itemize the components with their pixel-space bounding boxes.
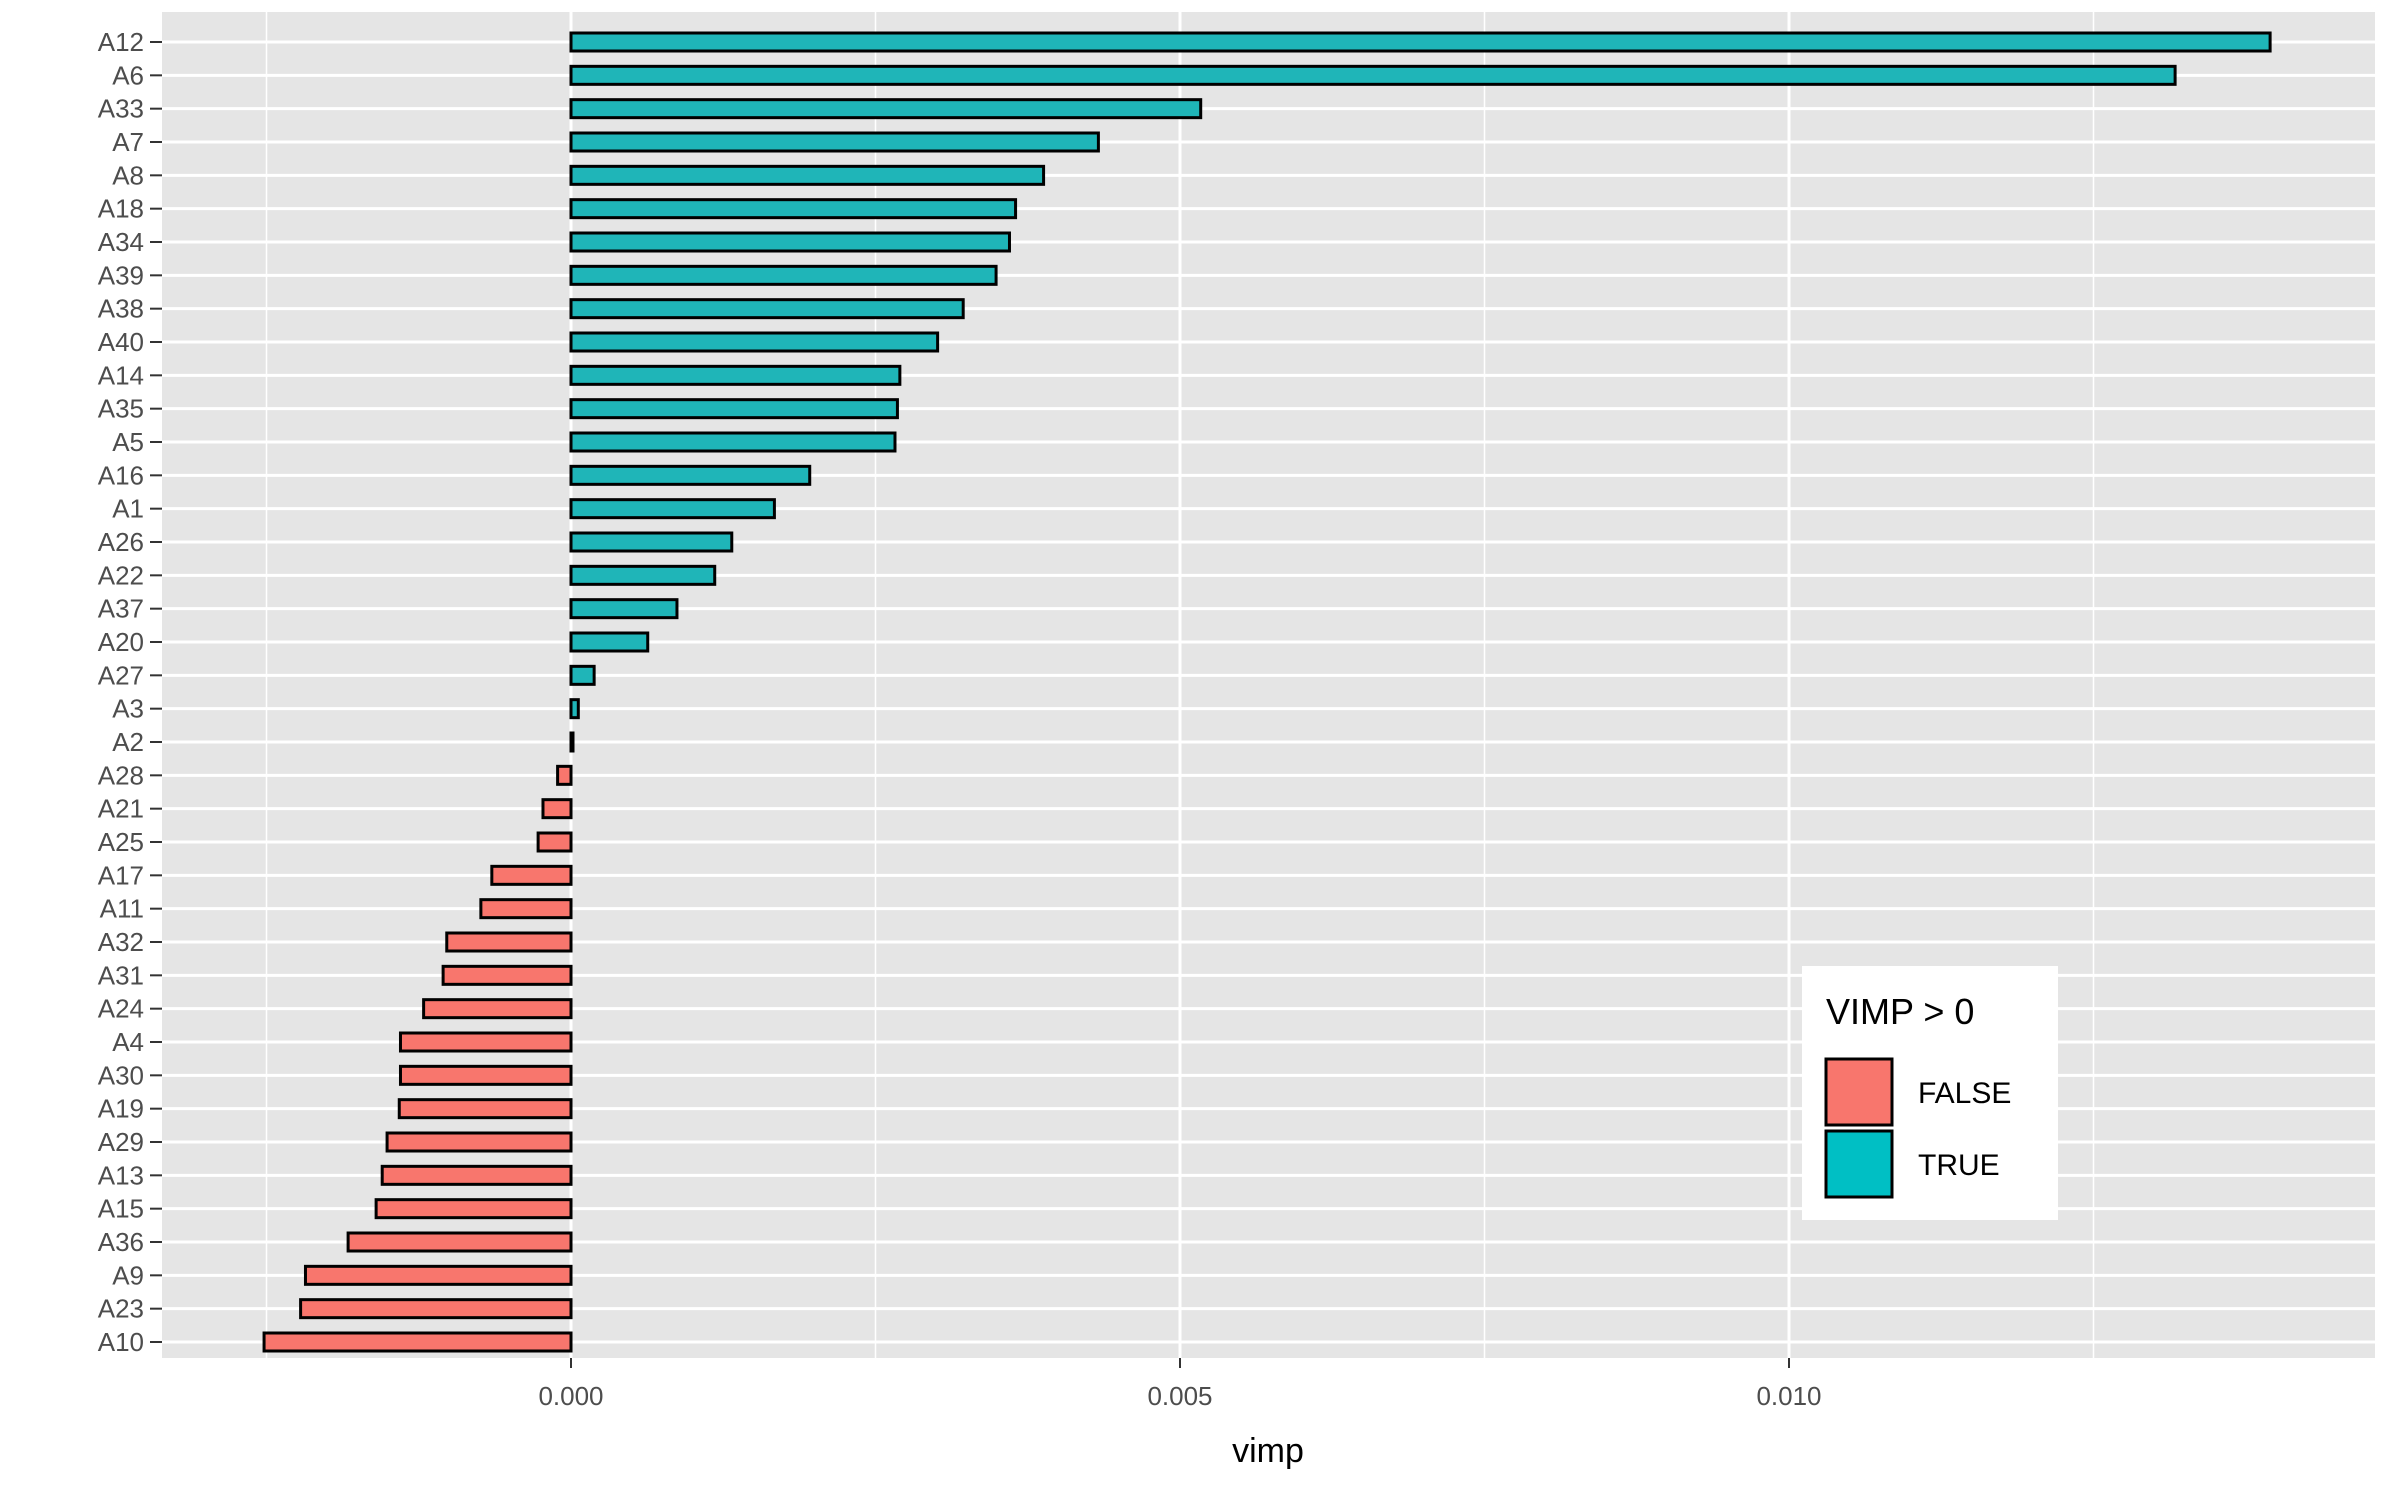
bar-A8 — [569, 164, 1046, 186]
bar-A27 — [569, 664, 596, 686]
bar-A6 — [569, 64, 2177, 86]
bar-A31 — [441, 964, 573, 986]
legend-label-true: TRUE — [1918, 1149, 2000, 1182]
legend-key-true — [1824, 1129, 1894, 1199]
x-axis-title: vimp — [1232, 1432, 1304, 1470]
legend-title: VIMP > 0 — [1826, 991, 1974, 1032]
bar-A13 — [380, 1164, 573, 1186]
bar-A9 — [303, 1264, 573, 1286]
bar-A22 — [569, 564, 717, 586]
bar-A29 — [385, 1131, 573, 1153]
legend: VIMP > 0 FALSE TRUE — [1802, 966, 2058, 1220]
bar-A32 — [445, 931, 573, 953]
bar-A23 — [299, 1298, 573, 1320]
bar-A38 — [569, 298, 965, 320]
y-tick-label: A22 — [98, 560, 144, 590]
y-tick-label: A26 — [98, 527, 144, 557]
bar-A21 — [541, 798, 573, 820]
y-tick-label: A6 — [112, 60, 144, 90]
y-tick-label: A1 — [112, 494, 144, 524]
y-tick-label: A14 — [98, 360, 144, 390]
y-tick-label: A32 — [98, 927, 144, 957]
bars — [262, 31, 2272, 1353]
y-tick-label: A38 — [98, 294, 144, 324]
bar-A7 — [569, 131, 1100, 153]
y-tick-label: A2 — [112, 727, 144, 757]
y-tick-label: A33 — [98, 94, 144, 124]
bar-A3 — [569, 698, 580, 720]
y-tick-label: A25 — [98, 827, 144, 857]
x-tick-label: 0.010 — [1756, 1381, 1821, 1411]
y-tick-label: A4 — [112, 1027, 144, 1057]
bar-A10 — [262, 1331, 573, 1353]
bar-A24 — [422, 998, 573, 1020]
bar-A19 — [397, 1098, 573, 1120]
bar-A11 — [479, 898, 573, 920]
x-tick-labels: 0.000 0.005 0.010 — [538, 1358, 1822, 1411]
bar-A36 — [346, 1231, 573, 1253]
x-tick-label: 0.005 — [1147, 1381, 1212, 1411]
legend-key-false — [1824, 1057, 1894, 1127]
bar-A25 — [536, 831, 573, 853]
bar-A33 — [569, 98, 1203, 120]
bar-A4 — [398, 1031, 573, 1053]
y-tick-label: A34 — [98, 227, 144, 257]
bar-A16 — [569, 464, 812, 486]
bar-A17 — [490, 864, 573, 886]
y-tick-label: A40 — [98, 327, 144, 357]
y-tick-label: A3 — [112, 694, 144, 724]
y-tick-label: A29 — [98, 1127, 144, 1157]
bar-A39 — [569, 264, 998, 286]
y-tick-label: A15 — [98, 1194, 144, 1224]
bar-A34 — [569, 231, 1011, 253]
bar-A5 — [569, 431, 897, 453]
y-tick-label: A35 — [98, 394, 144, 424]
y-tick-label: A13 — [98, 1160, 144, 1190]
y-tick-label: A9 — [112, 1260, 144, 1290]
y-tick-label: A20 — [98, 627, 144, 657]
bar-A14 — [569, 364, 902, 386]
y-tick-label: A8 — [112, 160, 144, 190]
y-tick-label: A30 — [98, 1060, 144, 1090]
y-tick-label: A23 — [98, 1294, 144, 1324]
y-tick-label: A27 — [98, 660, 144, 690]
y-tick-label: A12 — [98, 27, 144, 57]
y-tick-label: A16 — [98, 460, 144, 490]
bar-A35 — [569, 398, 899, 420]
y-tick-label: A5 — [112, 427, 144, 457]
y-tick-label: A24 — [98, 994, 144, 1024]
bar-A15 — [374, 1198, 573, 1220]
y-tick-label: A21 — [98, 794, 144, 824]
bar-A40 — [569, 331, 940, 353]
y-tick-label: A10 — [98, 1327, 144, 1357]
y-tick-label: A7 — [112, 127, 144, 157]
y-tick-label: A31 — [98, 960, 144, 990]
bar-A1 — [569, 498, 776, 520]
bar-A28 — [556, 764, 573, 786]
bar-A26 — [569, 531, 734, 553]
y-tick-label: A17 — [98, 860, 144, 890]
bar-A30 — [398, 1064, 573, 1086]
bar-A20 — [569, 631, 650, 653]
bar-A37 — [569, 598, 679, 620]
y-tick-label: A19 — [98, 1094, 144, 1124]
y-tick-label: A36 — [98, 1227, 144, 1257]
y-tick-label: A37 — [98, 594, 144, 624]
bar-A2 — [569, 731, 575, 753]
y-tick-label: A18 — [98, 194, 144, 224]
x-tick-label: 0.000 — [538, 1381, 603, 1411]
bar-A18 — [569, 198, 1018, 220]
bar-A12 — [569, 31, 2272, 53]
y-tick-label: A28 — [98, 760, 144, 790]
y-tick-label: A11 — [100, 894, 144, 924]
legend-label-false: FALSE — [1918, 1077, 2011, 1110]
y-tick-label: A39 — [98, 260, 144, 290]
